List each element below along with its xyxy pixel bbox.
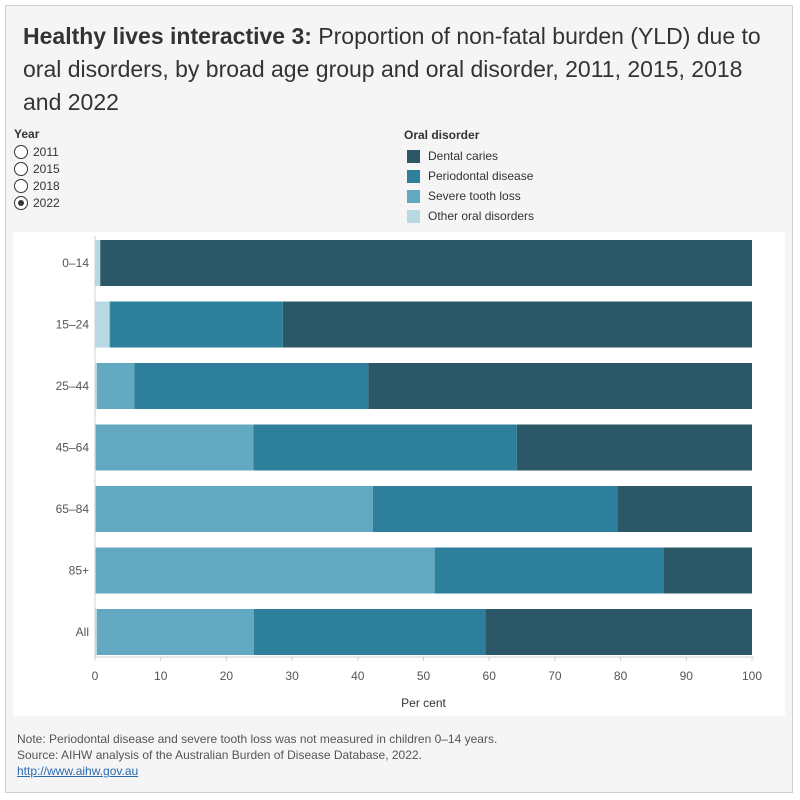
legend-label: Severe tooth loss — [428, 189, 521, 203]
year-option-2011[interactable]: 2011 — [14, 143, 60, 160]
legend-swatch — [407, 169, 420, 183]
year-option-label: 2011 — [33, 144, 59, 159]
bar-segment[interactable] — [96, 363, 135, 409]
bar-segment[interactable] — [372, 486, 618, 532]
bar-segment[interactable] — [663, 547, 752, 594]
legend-swatch — [407, 209, 420, 223]
x-tick-label: 90 — [680, 669, 694, 683]
legend-swatch — [407, 149, 420, 163]
legend-title: Oral disorder — [404, 128, 480, 142]
bar-segment[interactable] — [516, 424, 752, 471]
y-tick-label: 85+ — [69, 564, 89, 578]
radio-button[interactable] — [14, 178, 28, 193]
bar-segment[interactable] — [100, 240, 753, 286]
legend-item[interactable]: Other oral disorders — [404, 206, 534, 226]
y-tick-label: All — [76, 625, 89, 639]
x-axis-label: Per cent — [401, 696, 446, 710]
legend-label: Dental caries — [428, 149, 499, 163]
radio-button[interactable] — [14, 144, 28, 159]
title-rest: Proportion of non-fatal burden (YLD) due… — [23, 23, 761, 115]
year-filter: Year 2011 2015 2018 2022 — [14, 127, 60, 211]
year-filter-label: Year — [14, 127, 40, 141]
bar-segment[interactable] — [282, 301, 752, 348]
bar-segment[interactable] — [95, 486, 373, 532]
y-tick-label: 0–14 — [62, 256, 89, 270]
bar-segment[interactable] — [95, 301, 110, 348]
radio-button[interactable] — [14, 195, 28, 210]
year-options: 2011 2015 2018 2022 — [14, 143, 60, 211]
footer-note: Note: Periodontal disease and severe too… — [17, 732, 498, 746]
legend: Oral disorder Dental caries Periodontal d… — [404, 128, 534, 226]
y-tick-label: 45–64 — [56, 441, 90, 455]
year-option-2015[interactable]: 2015 — [14, 160, 60, 177]
chart-area: 0–14 15–24 25–44 45–64 65–84 85+ All 0 10 20 30 40 5… — [13, 232, 785, 716]
bar-segment[interactable] — [253, 609, 486, 655]
bar-segment[interactable] — [96, 609, 254, 655]
bar-segment[interactable] — [434, 547, 664, 594]
legend-item[interactable]: Periodontal disease — [404, 166, 534, 186]
bar-segment[interactable] — [617, 486, 752, 532]
footer-source: Source: AIHW analysis of the Australian … — [17, 748, 422, 762]
bar-segment[interactable] — [134, 363, 369, 409]
bar-segment[interactable] — [95, 547, 435, 594]
bar-segment[interactable] — [253, 424, 517, 471]
x-tick-label: 100 — [742, 669, 762, 683]
x-tick-label: 10 — [154, 669, 168, 683]
legend-label: Other oral disorders — [428, 209, 535, 223]
year-option-label: 2015 — [33, 161, 60, 176]
legend-items: Dental caries Periodontal disease Severe t… — [404, 146, 534, 226]
bar-segment[interactable] — [95, 363, 97, 409]
y-tick-label: 65–84 — [56, 502, 90, 516]
source-link[interactable]: http://www.aihw.gov.au — [17, 764, 139, 778]
x-tick-label: 60 — [483, 669, 497, 683]
x-tick-label: 0 — [92, 669, 99, 683]
bar-segment[interactable] — [109, 301, 111, 348]
year-option-label: 2018 — [33, 178, 60, 193]
bar-segment[interactable] — [95, 424, 254, 471]
bar-segment[interactable] — [485, 609, 752, 655]
x-tick-label: 70 — [548, 669, 562, 683]
chart-title: Healthy lives interactive 3: Proportion … — [23, 20, 783, 119]
x-tick-label: 20 — [220, 669, 234, 683]
radio-button[interactable] — [14, 161, 28, 176]
bar-segment[interactable] — [368, 363, 752, 409]
legend-swatch — [407, 189, 420, 203]
x-tick-label: 80 — [614, 669, 628, 683]
legend-label: Periodontal disease — [428, 169, 534, 183]
year-option-2018[interactable]: 2018 — [14, 177, 60, 194]
x-tick-label: 40 — [351, 669, 365, 683]
year-option-2022[interactable]: 2022 — [14, 194, 60, 211]
legend-item[interactable]: Severe tooth loss — [404, 186, 534, 206]
bar-segment[interactable] — [110, 301, 283, 348]
title-lead: Healthy lives interactive 3: — [23, 23, 312, 49]
y-tick-label: 25–44 — [56, 379, 90, 393]
year-option-label: 2022 — [33, 195, 60, 210]
x-tick-label: 30 — [285, 669, 299, 683]
bar-segment[interactable] — [95, 240, 101, 286]
footer: Note: Periodontal disease and severe too… — [17, 731, 497, 779]
stacked-bar-chart: 0–14 15–24 25–44 45–64 65–84 85+ All 0 10 20 30 40 5… — [56, 236, 762, 710]
bar-segment[interactable] — [95, 609, 97, 655]
y-tick-label: 15–24 — [56, 318, 90, 332]
legend-item[interactable]: Dental caries — [404, 146, 534, 166]
x-tick-label: 50 — [417, 669, 431, 683]
